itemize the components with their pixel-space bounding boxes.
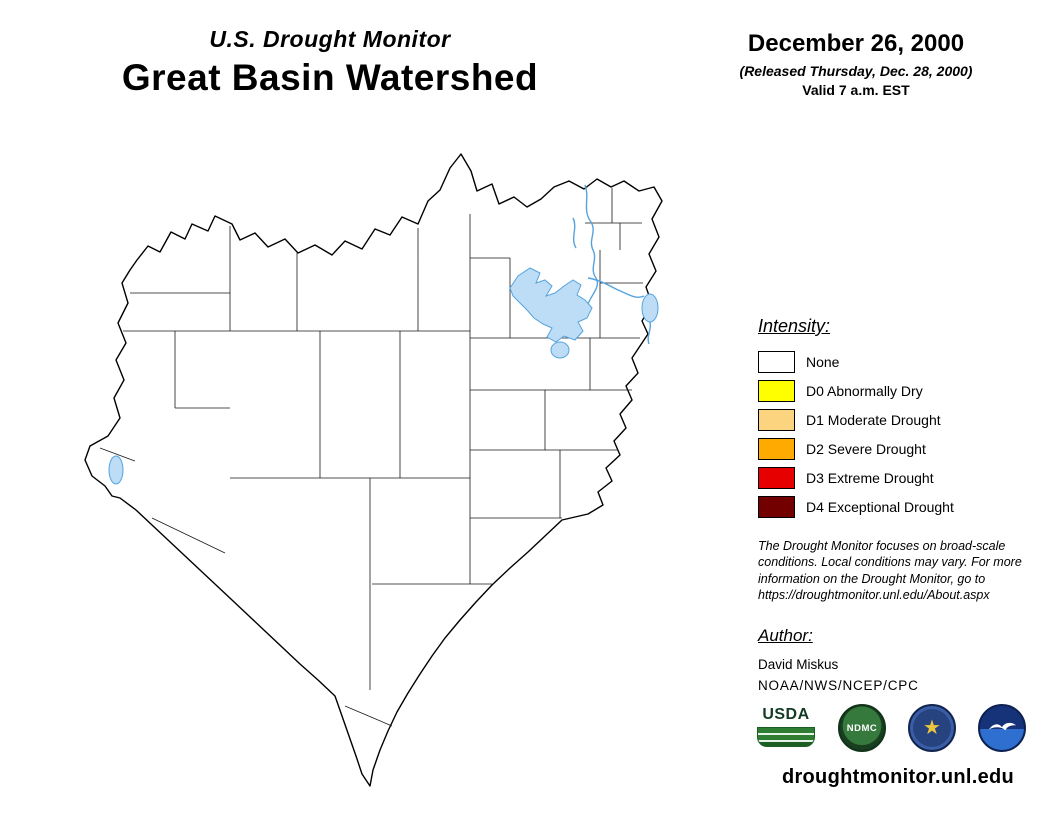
logo-row: USDA NDMC ★ (756, 704, 1026, 752)
legend-label: D1 Moderate Drought (806, 412, 941, 428)
utah-lake (550, 341, 570, 359)
color-swatch-d4 (758, 496, 795, 518)
ndmc-logo: NDMC (838, 704, 886, 752)
color-swatch-d1 (758, 409, 795, 431)
legend-label: None (806, 354, 840, 370)
release-date: (Released Thursday, Dec. 28, 2000) (739, 63, 973, 79)
page-title: Great Basin Watershed (121, 57, 539, 98)
ndmc-wordmark: NDMC (846, 722, 878, 734)
watershed-outline (84, 153, 663, 787)
bear-river (572, 184, 652, 345)
author-agency: NOAA/NWS/NCEP/CPC (758, 678, 919, 693)
noaa-logo (978, 704, 1026, 752)
valid-time: Valid 7 a.m. EST (802, 82, 910, 98)
color-swatch-none (758, 351, 795, 373)
program-title: U.S. Drought Monitor (209, 26, 451, 52)
watershed-map (40, 128, 740, 808)
author-heading: Author: (758, 626, 813, 645)
date-block: December 26, 2000 (Released Thursday, De… (706, 30, 1006, 98)
color-swatch-d0 (758, 380, 795, 402)
author-name: David Miskus (758, 657, 839, 672)
legend-label: D2 Severe Drought (806, 441, 926, 457)
usda-wordmark: USDA (762, 706, 810, 723)
legend-label: D3 Extreme Drought (806, 470, 934, 486)
legend-item-d3: D3 Extreme Drought (758, 467, 954, 489)
noaa-seagull-icon (988, 722, 1017, 731)
map-date: December 26, 2000 (747, 30, 965, 57)
legend-item-d1: D1 Moderate Drought (758, 409, 954, 431)
lake-tahoe (108, 455, 124, 485)
great-basin-map-svg (84, 153, 663, 787)
county-boundaries (99, 188, 643, 727)
disclaimer-text: The Drought Monitor focuses on broad-sca… (758, 539, 1022, 602)
usda-field-graphic (757, 727, 815, 747)
bear-lake (641, 293, 659, 323)
legend-item-d2: D2 Severe Drought (758, 438, 954, 460)
legend: Intensity: None D0 Abnormally Dry D1 Mod… (758, 316, 954, 525)
legend-label: D0 Abnormally Dry (806, 383, 923, 399)
legend-label: D4 Exceptional Drought (806, 499, 954, 515)
color-swatch-d3 (758, 467, 795, 489)
usda-logo: USDA (756, 705, 816, 751)
site-url: droughtmonitor.unl.edu (781, 766, 1015, 788)
doc-eagle-emblem-icon: ★ (923, 717, 941, 739)
title-block: U.S. Drought Monitor Great Basin Watersh… (70, 26, 590, 99)
legend-item-d0: D0 Abnormally Dry (758, 380, 954, 402)
author-block: Author: David Miskus NOAA/NWS/NCEP/CPC (758, 626, 919, 693)
legend-item-d4: D4 Exceptional Drought (758, 496, 954, 518)
legend-item-none: None (758, 351, 954, 373)
color-swatch-d2 (758, 438, 795, 460)
doc-seal-logo: ★ (908, 704, 956, 752)
legend-heading: Intensity: (758, 316, 831, 336)
great-salt-lake (509, 267, 593, 343)
